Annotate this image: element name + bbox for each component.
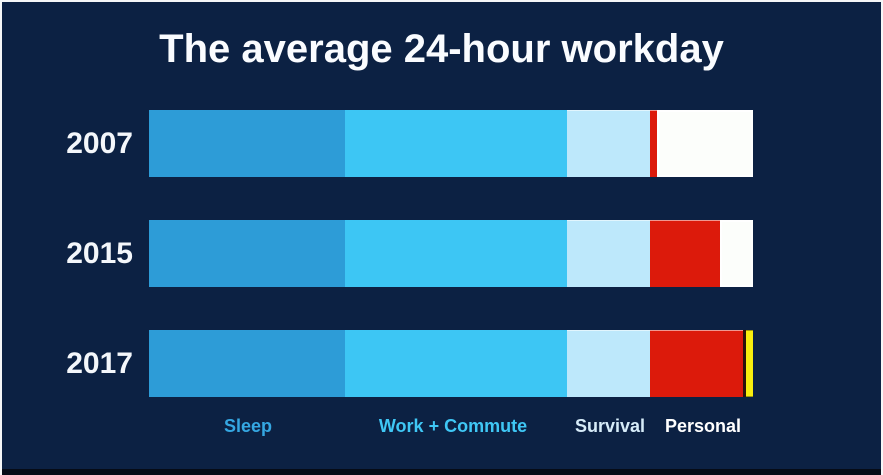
bar-segment-survival — [566, 220, 650, 287]
bar-segment-red — [649, 220, 721, 287]
year-label-2015: 2015 — [66, 236, 133, 270]
legend: Sleep Work + Commute Survival Personal — [2, 413, 881, 439]
bar-segment-work — [345, 330, 567, 397]
bottom-black-band — [2, 469, 881, 475]
bar-segment-work — [345, 220, 567, 287]
bar-segment-sleep — [149, 330, 346, 397]
stacked-bar-2015 — [149, 220, 753, 287]
legend-label-work-commute: Work + Commute — [378, 416, 528, 436]
bar-segment-work — [345, 110, 567, 177]
bar-segment-survival — [566, 330, 650, 397]
legend-label-personal: Personal — [664, 416, 742, 436]
bar-segment-white — [720, 220, 753, 287]
year-label-2017: 2017 — [66, 346, 133, 380]
bar-segment-survival — [566, 110, 650, 177]
legend-label-survival: Survival — [574, 416, 646, 436]
bar-segment-red — [649, 330, 743, 397]
chart-title: The average 24-hour workday — [159, 27, 724, 71]
bar-row-2007: 2007 — [2, 110, 881, 177]
bar-segment-white — [657, 110, 753, 177]
year-label-2007: 2007 — [66, 126, 133, 160]
stacked-bar-2017 — [149, 330, 753, 397]
bar-segment-sleep — [149, 220, 346, 287]
stacked-bar-2007 — [149, 110, 753, 177]
bar-row-2017: 2017 — [2, 330, 881, 397]
bar-row-2015: 2015 — [2, 220, 881, 287]
legend-label-sleep: Sleep — [223, 416, 273, 436]
bar-segment-red — [649, 110, 658, 177]
bar-segment-sleep — [149, 110, 346, 177]
bar-segment-yellow — [742, 330, 753, 397]
